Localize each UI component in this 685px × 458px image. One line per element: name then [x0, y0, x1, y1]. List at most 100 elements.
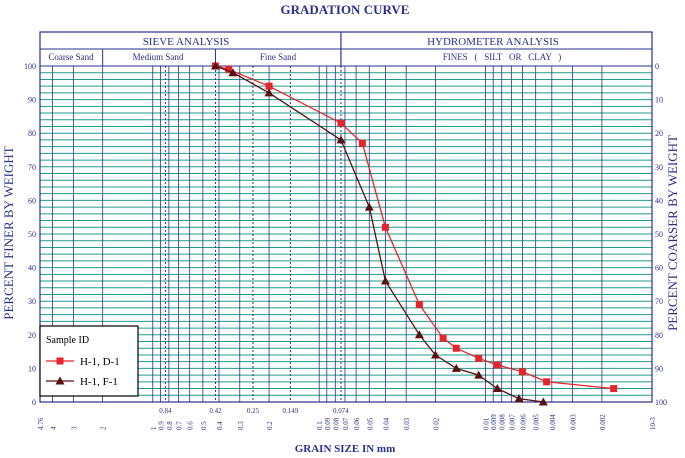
y-tick-label-right: 100	[655, 398, 667, 407]
data-point-square	[543, 378, 551, 386]
data-point-triangle	[210, 61, 220, 70]
x-tick-label: 0.07	[342, 417, 350, 430]
fines-label: FINES ( SILT OR CLAY )	[443, 52, 562, 62]
legend-marker-triangle	[55, 376, 65, 385]
x-tick-label: 0.006	[520, 414, 528, 430]
x-tick-label: 0.9	[157, 421, 165, 430]
data-point-square	[225, 65, 233, 73]
y-tick-label-left: 100	[24, 62, 36, 71]
legend: Sample ID H-1, D-1 H-1, F-1	[39, 325, 139, 397]
data-point-triangle	[228, 68, 238, 77]
x-tick-label: 0.05	[366, 417, 374, 430]
sieve-size-label: 0.149	[282, 407, 298, 415]
x-tick-label: 0.2	[266, 421, 274, 430]
x-tick-label: 0.4	[216, 421, 224, 430]
y-tick-label-right: 60	[655, 264, 663, 273]
x-tick-label: 2	[100, 426, 108, 430]
series-line	[215, 65, 614, 390]
y-tick-label-left: 50	[28, 230, 36, 239]
data-point-triangle	[474, 370, 484, 379]
data-point-square	[519, 368, 527, 376]
x-tick-label: 0.6	[187, 421, 195, 430]
y-tick-label-right: 20	[655, 129, 663, 138]
data-point-triangle	[430, 350, 440, 359]
x-tick-label: 0.02	[432, 417, 440, 430]
y-tick-label-left: 10	[28, 364, 36, 373]
y-tick-label-left: 80	[28, 129, 36, 138]
y-tick-label-left: 40	[28, 264, 36, 273]
data-point-triangle	[380, 276, 390, 285]
data-point-triangle	[451, 363, 461, 372]
y-tick-label-left: 70	[28, 163, 36, 172]
x-tick-label: 3	[70, 426, 78, 430]
y-tick-label-left: 20	[28, 331, 36, 340]
y-tick-label-right: 50	[655, 230, 663, 239]
y-tick-label-left: 30	[28, 297, 36, 306]
y-tick-label-left: 60	[28, 196, 36, 205]
y-tick-label-right: 0	[655, 62, 659, 71]
x-tick-label: 0.04	[382, 417, 390, 430]
y-tick-label-right: 90	[655, 364, 663, 373]
x-tick-label: 0.06	[353, 417, 361, 430]
data-point-triangle	[414, 330, 424, 339]
data-point-triangle	[514, 394, 524, 403]
y-tick-label-right: 70	[655, 297, 663, 306]
x-tick-label: 0.3	[237, 421, 245, 430]
x-tick-label: 0.004	[549, 414, 557, 430]
y-tick-label-right: 40	[655, 196, 663, 205]
legend-marker-square	[56, 357, 64, 365]
plot-frame	[39, 31, 653, 403]
x-tick-label: 0.008	[499, 414, 507, 430]
x-tick-label: 0.09	[324, 417, 332, 430]
data-point-square	[358, 139, 366, 147]
sieve-size-label: 0.25	[247, 407, 260, 415]
legend-title: Sample ID	[46, 335, 89, 346]
x-tick-label: 4	[50, 426, 58, 430]
y-tick-label-right: 80	[655, 331, 663, 340]
y-tick-label-right: 10	[655, 96, 663, 105]
x-tick-label: 0.007	[508, 414, 516, 430]
chart-title: GRADATION CURVE	[281, 2, 410, 17]
series	[210, 61, 618, 406]
hydrometer-analysis-title: HYDROMETER ANALYSIS	[427, 36, 559, 48]
data-point-triangle	[538, 397, 548, 406]
x-axis-label: GRAIN SIZE IN mm	[295, 443, 396, 455]
data-point-triangle	[492, 384, 502, 393]
x-tick-label: 0.03	[403, 417, 411, 430]
x-tick-label: 1	[150, 426, 158, 430]
x-tick-label: 0.002	[599, 414, 607, 430]
axes: 4.76 4 3 2 1 0.9 0.8 0.7 0.6 0.5 0.4 0.3 0.2 0.1 0.09 0…	[24, 31, 667, 430]
x-tick-label: 0.01	[483, 417, 491, 430]
x-tick-label: 0.1	[316, 421, 324, 430]
x-tick-label: 10-3	[649, 417, 657, 430]
medium-sand-label: Medium Sand	[133, 52, 184, 62]
data-point-square	[265, 82, 273, 90]
legend-label: H-1, F-1	[80, 376, 118, 388]
y-axis-label-right: PERCENT COARSER BY WEIGHT	[665, 135, 680, 331]
fine-sand-label: Fine Sand	[260, 52, 297, 62]
data-point-square	[493, 361, 501, 369]
y-tick-label-left: 0	[32, 398, 36, 407]
data-point-square	[337, 119, 345, 127]
x-tick-label: 0.7	[176, 421, 184, 430]
sieve-size-label: 0.074	[333, 407, 349, 415]
x-tick-label: 0.5	[200, 421, 208, 430]
x-tick-label: 0.009	[490, 414, 498, 430]
y-tick-label-right: 30	[655, 163, 663, 172]
data-point-triangle	[336, 135, 346, 144]
x-tick-label: 0.8	[166, 421, 174, 430]
header-band: SIEVE ANALYSIS HYDROMETER ANALYSIS Coars…	[48, 36, 561, 62]
sieve-size-label: 0.84	[159, 407, 172, 415]
data-point-square	[610, 385, 618, 393]
x-tick-label: 0.005	[533, 414, 541, 430]
data-point-square	[415, 301, 423, 309]
data-point-square	[439, 334, 447, 342]
y-axis-label-left: PERCENT FINER BY WEIGHT	[1, 146, 16, 320]
data-point-square	[452, 344, 460, 352]
grid	[39, 65, 653, 403]
data-point-square	[381, 223, 389, 231]
data-point-triangle	[364, 202, 374, 211]
legend-label: H-1, D-1	[80, 356, 120, 368]
data-point-triangle	[264, 88, 274, 97]
